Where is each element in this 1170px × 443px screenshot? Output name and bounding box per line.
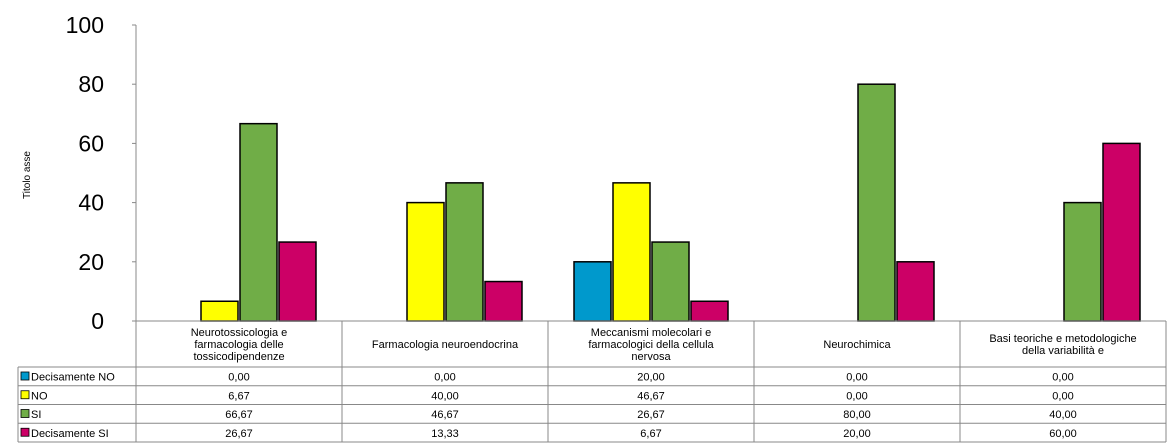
legend-label: Decisamente SI bbox=[31, 428, 109, 440]
table-value: 60,00 bbox=[1049, 428, 1077, 440]
category-label: Meccanismi molecolari e bbox=[591, 327, 711, 339]
table-value: 13,33 bbox=[431, 428, 459, 440]
table-value: 0,00 bbox=[846, 372, 867, 384]
bar bbox=[278, 241, 317, 322]
category-label: della variabilità e bbox=[1022, 345, 1104, 357]
table-value: 20,00 bbox=[637, 372, 665, 384]
category-label: Farmacologia neuroendocrina bbox=[372, 339, 519, 351]
legend-label: NO bbox=[31, 390, 48, 402]
bar bbox=[857, 83, 896, 322]
bar bbox=[573, 261, 612, 322]
table-value: 66,67 bbox=[225, 409, 253, 421]
y-axis-ticks: 0 20 40 60 80 100 bbox=[66, 12, 136, 334]
table-value: 0,00 bbox=[846, 390, 867, 402]
legend-label: SI bbox=[31, 409, 41, 421]
table-value: 0,00 bbox=[1052, 372, 1073, 384]
table-value: 46,67 bbox=[637, 390, 665, 402]
category-label: farmacologici della cellula bbox=[588, 339, 714, 351]
legend-label: Decisamente NO bbox=[31, 372, 115, 384]
y-tick-label: 80 bbox=[78, 71, 104, 97]
category-label: nervosa bbox=[631, 351, 671, 363]
table-value: 26,67 bbox=[225, 428, 253, 440]
y-tick-label: 0 bbox=[91, 308, 104, 334]
table-value: 40,00 bbox=[1049, 409, 1077, 421]
table-value: 0,00 bbox=[434, 372, 455, 384]
table-value: 80,00 bbox=[843, 409, 871, 421]
bar-series bbox=[200, 83, 1141, 322]
legend-swatch bbox=[20, 390, 30, 400]
legend-swatch bbox=[20, 371, 30, 381]
bar bbox=[1102, 142, 1141, 322]
table-value: 6,67 bbox=[640, 428, 661, 440]
bar bbox=[651, 241, 690, 322]
y-tick-label: 20 bbox=[78, 249, 104, 275]
category-label: Basi teoriche e metodologiche bbox=[989, 333, 1136, 345]
category-label: Neurotossicologia e bbox=[191, 327, 288, 339]
table-value: 40,00 bbox=[431, 390, 459, 402]
bar bbox=[690, 300, 729, 322]
legend-swatch bbox=[20, 409, 30, 418]
table-value: 46,67 bbox=[431, 409, 459, 421]
category-label: Neurochimica bbox=[823, 339, 891, 351]
bar bbox=[406, 201, 445, 322]
bar bbox=[484, 280, 523, 322]
table-value: 26,67 bbox=[637, 409, 665, 421]
table-value: 6,67 bbox=[228, 390, 249, 402]
table-value: 0,00 bbox=[1052, 390, 1073, 402]
table-value: 0,00 bbox=[228, 372, 249, 384]
category-label: tossicodipendenze bbox=[193, 351, 284, 363]
table-value: 20,00 bbox=[843, 428, 871, 440]
y-tick-label: 60 bbox=[78, 130, 104, 156]
bar bbox=[239, 122, 278, 322]
y-axis-title: Titolo asse bbox=[22, 151, 33, 199]
y-tick-label: 40 bbox=[78, 190, 104, 216]
bar bbox=[896, 261, 935, 322]
category-label: farmacologia delle bbox=[194, 339, 283, 351]
bar bbox=[1063, 201, 1102, 322]
bar bbox=[445, 182, 484, 322]
bar bbox=[200, 300, 239, 322]
bar bbox=[612, 182, 651, 322]
y-tick-label: 100 bbox=[66, 12, 104, 38]
legend-swatch bbox=[20, 427, 30, 437]
